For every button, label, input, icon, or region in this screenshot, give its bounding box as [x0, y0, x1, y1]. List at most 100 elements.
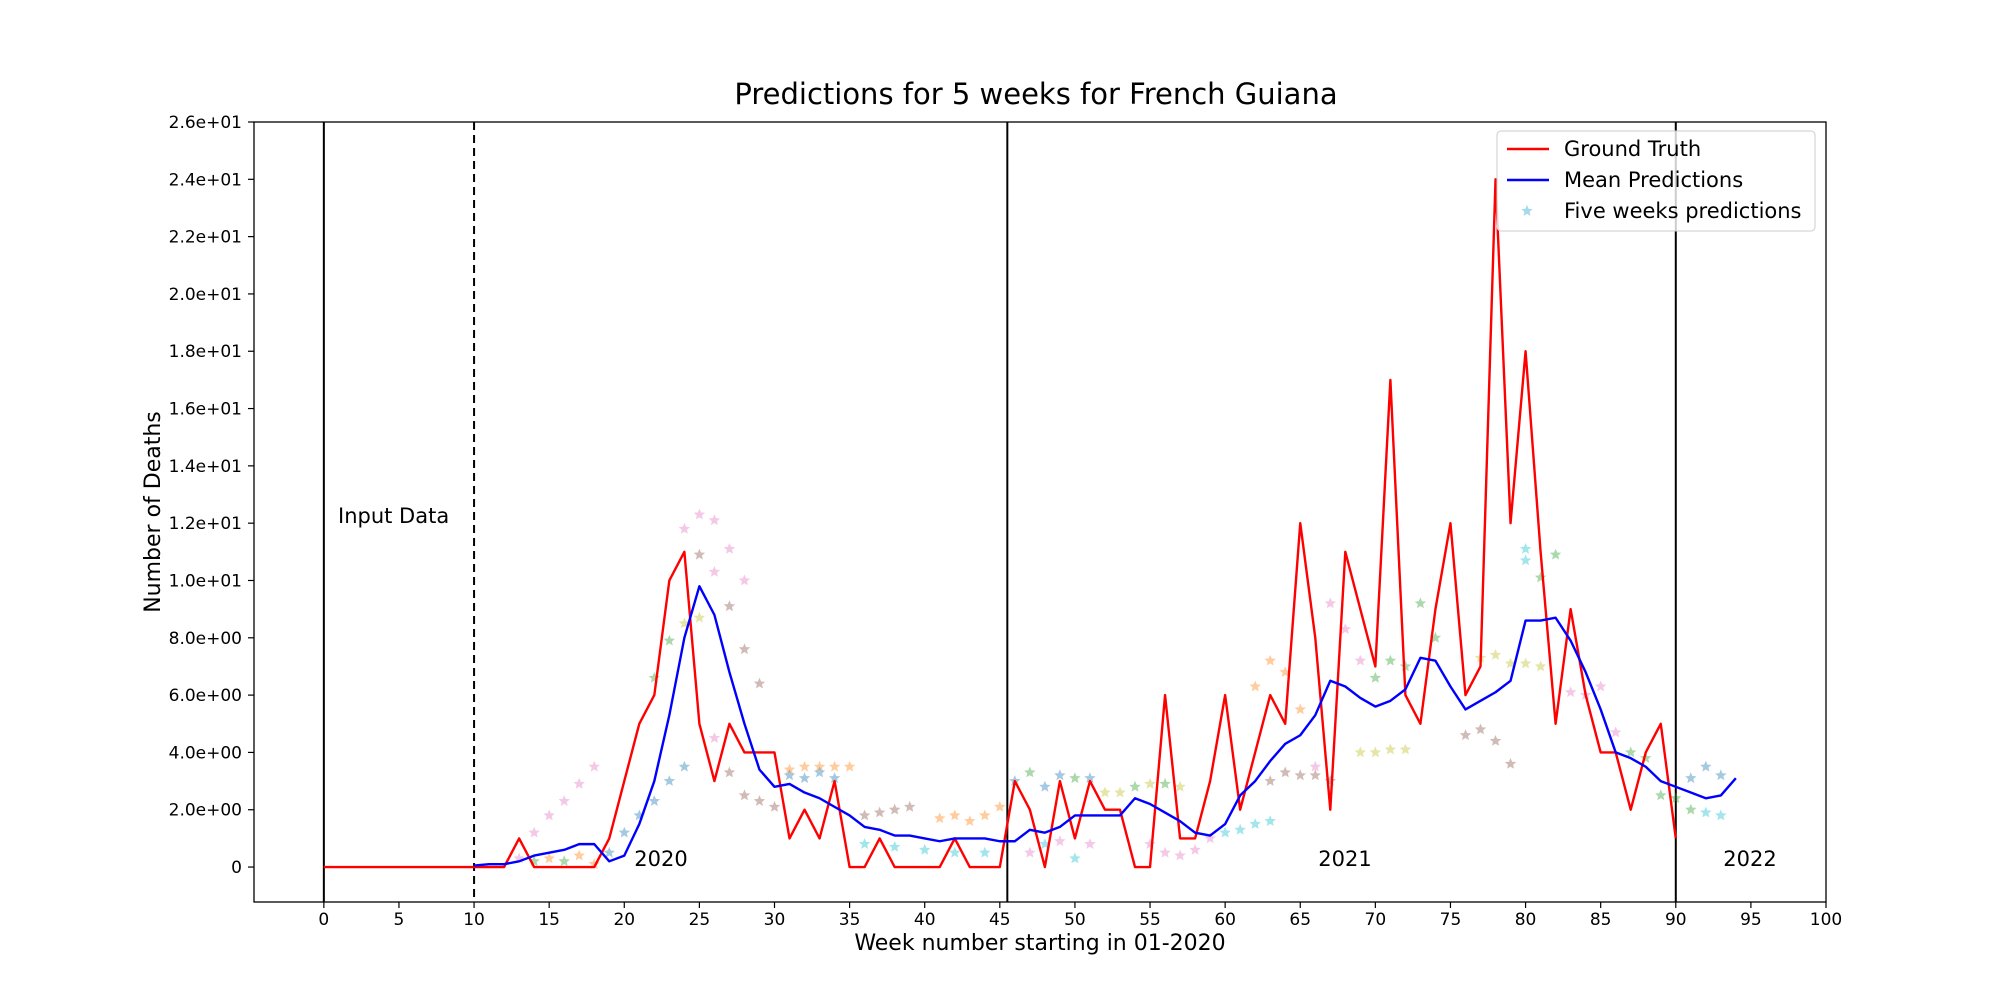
prediction-point: [1685, 772, 1697, 784]
series-line: [323, 178, 1677, 869]
prediction-point: [708, 565, 721, 577]
x-tick-label: 25: [689, 910, 711, 930]
prediction-point: [1339, 623, 1351, 635]
prediction-point: [768, 800, 781, 812]
x-tick-label: 30: [764, 910, 786, 930]
prediction-point: [979, 809, 991, 821]
prediction-point: [1204, 832, 1216, 844]
y-tick-label: 0: [231, 858, 242, 878]
prediction-point: [828, 760, 841, 772]
prediction-point: [964, 815, 976, 826]
prediction-point: [1519, 543, 1532, 554]
prediction-point: [708, 732, 721, 743]
annotation: 2020: [634, 847, 687, 871]
prediction-point: [1625, 746, 1637, 758]
prediction-point: [889, 803, 901, 815]
prediction-point: [1564, 686, 1577, 698]
prediction-point: [1264, 815, 1276, 826]
x-tick-label: 15: [538, 910, 560, 930]
prediction-point: [648, 795, 660, 806]
prediction-point: [1519, 657, 1532, 669]
prediction-point: [1489, 735, 1502, 746]
prediction-point: [1534, 660, 1547, 672]
y-tick-label: 1.6e+01: [169, 400, 242, 420]
prediction-point: [1324, 597, 1336, 609]
prediction-point: [979, 846, 991, 858]
prediction-point: [1039, 838, 1051, 849]
prediction-point: [573, 849, 585, 861]
prediction-point: [1655, 789, 1667, 801]
prediction-point: [798, 772, 811, 784]
y-tick-label: 1.4e+01: [169, 457, 242, 477]
prediction-point: [1249, 818, 1261, 829]
y-axis-label: Number of Deaths: [141, 411, 166, 613]
legend-label: Five weeks predictions: [1564, 199, 1802, 223]
prediction-point: [1414, 597, 1427, 609]
prediction-point: [663, 775, 676, 786]
prediction-point: [1715, 769, 1727, 781]
prediction-point: [994, 800, 1006, 812]
prediction-point: [693, 548, 706, 560]
prediction-point: [1114, 786, 1126, 798]
prediction-point: [753, 795, 766, 806]
prediction-point: [858, 838, 871, 849]
prediction-point: [1189, 843, 1201, 855]
x-axis-label: Week number starting in 01-2020: [854, 931, 1225, 956]
prediction-point: [528, 826, 540, 838]
prediction-point: [1144, 777, 1156, 789]
prediction-point: [738, 643, 751, 655]
x-tick-label: 0: [318, 910, 329, 930]
x-tick-label: 80: [1515, 910, 1537, 930]
y-tick-label: 2.0e+01: [169, 285, 242, 305]
prediction-point: [1610, 726, 1622, 738]
prediction-point: [1429, 631, 1442, 643]
prediction-point: [1715, 809, 1727, 821]
plot-frame: [253, 121, 1827, 903]
y-tick-label: 2.4e+01: [169, 170, 242, 190]
prediction-point: [813, 766, 826, 778]
x-tick-label: 20: [613, 910, 635, 930]
prediction-point: [783, 769, 796, 781]
prediction-point: [693, 508, 706, 520]
prediction-point: [1399, 743, 1412, 755]
prediction-point: [873, 806, 886, 818]
y-tick-label: 2.6e+01: [169, 113, 242, 133]
annotation: 2021: [1318, 847, 1371, 871]
prediction-point: [1159, 777, 1171, 789]
y-tick-label: 8.0e+00: [169, 629, 242, 649]
prediction-point: [543, 809, 555, 821]
x-tick-label: 95: [1740, 910, 1762, 930]
chart-title: Predictions for 5 weeks for French Guian…: [734, 77, 1337, 111]
prediction-point: [1369, 671, 1382, 683]
prediction-point: [1685, 803, 1697, 815]
prediction-point: [1700, 760, 1712, 772]
prediction-point: [1054, 835, 1066, 847]
prediction-point: [904, 800, 916, 812]
annotation: Input Data: [338, 504, 449, 528]
series-line: [473, 585, 1737, 867]
prediction-point: [558, 855, 570, 867]
y-tick-label: 1.8e+01: [169, 342, 242, 362]
prediction-point: [1069, 852, 1081, 864]
x-tick-label: 40: [914, 910, 936, 930]
y-tick-label: 4.0e+00: [169, 743, 242, 763]
prediction-point: [723, 766, 736, 778]
prediction-point: [919, 843, 931, 855]
prediction-point: [1519, 554, 1532, 566]
prediction-point: [1384, 743, 1397, 755]
y-tick-label: 6.0e+00: [169, 686, 242, 706]
x-tick-label: 5: [394, 910, 405, 930]
y-tick-label: 1.0e+01: [169, 571, 242, 591]
annotation: 2022: [1723, 847, 1776, 871]
prediction-point: [889, 841, 901, 852]
prediction-point: [1024, 766, 1036, 778]
y-tick-label: 1.2e+01: [169, 514, 242, 534]
prediction-point: [543, 852, 555, 864]
prediction-point: [723, 600, 736, 612]
prediction-point: [618, 826, 630, 838]
prediction-point: [708, 514, 721, 526]
x-tick-label: 75: [1440, 910, 1462, 930]
prediction-point: [1700, 806, 1712, 818]
prediction-point: [663, 634, 676, 646]
